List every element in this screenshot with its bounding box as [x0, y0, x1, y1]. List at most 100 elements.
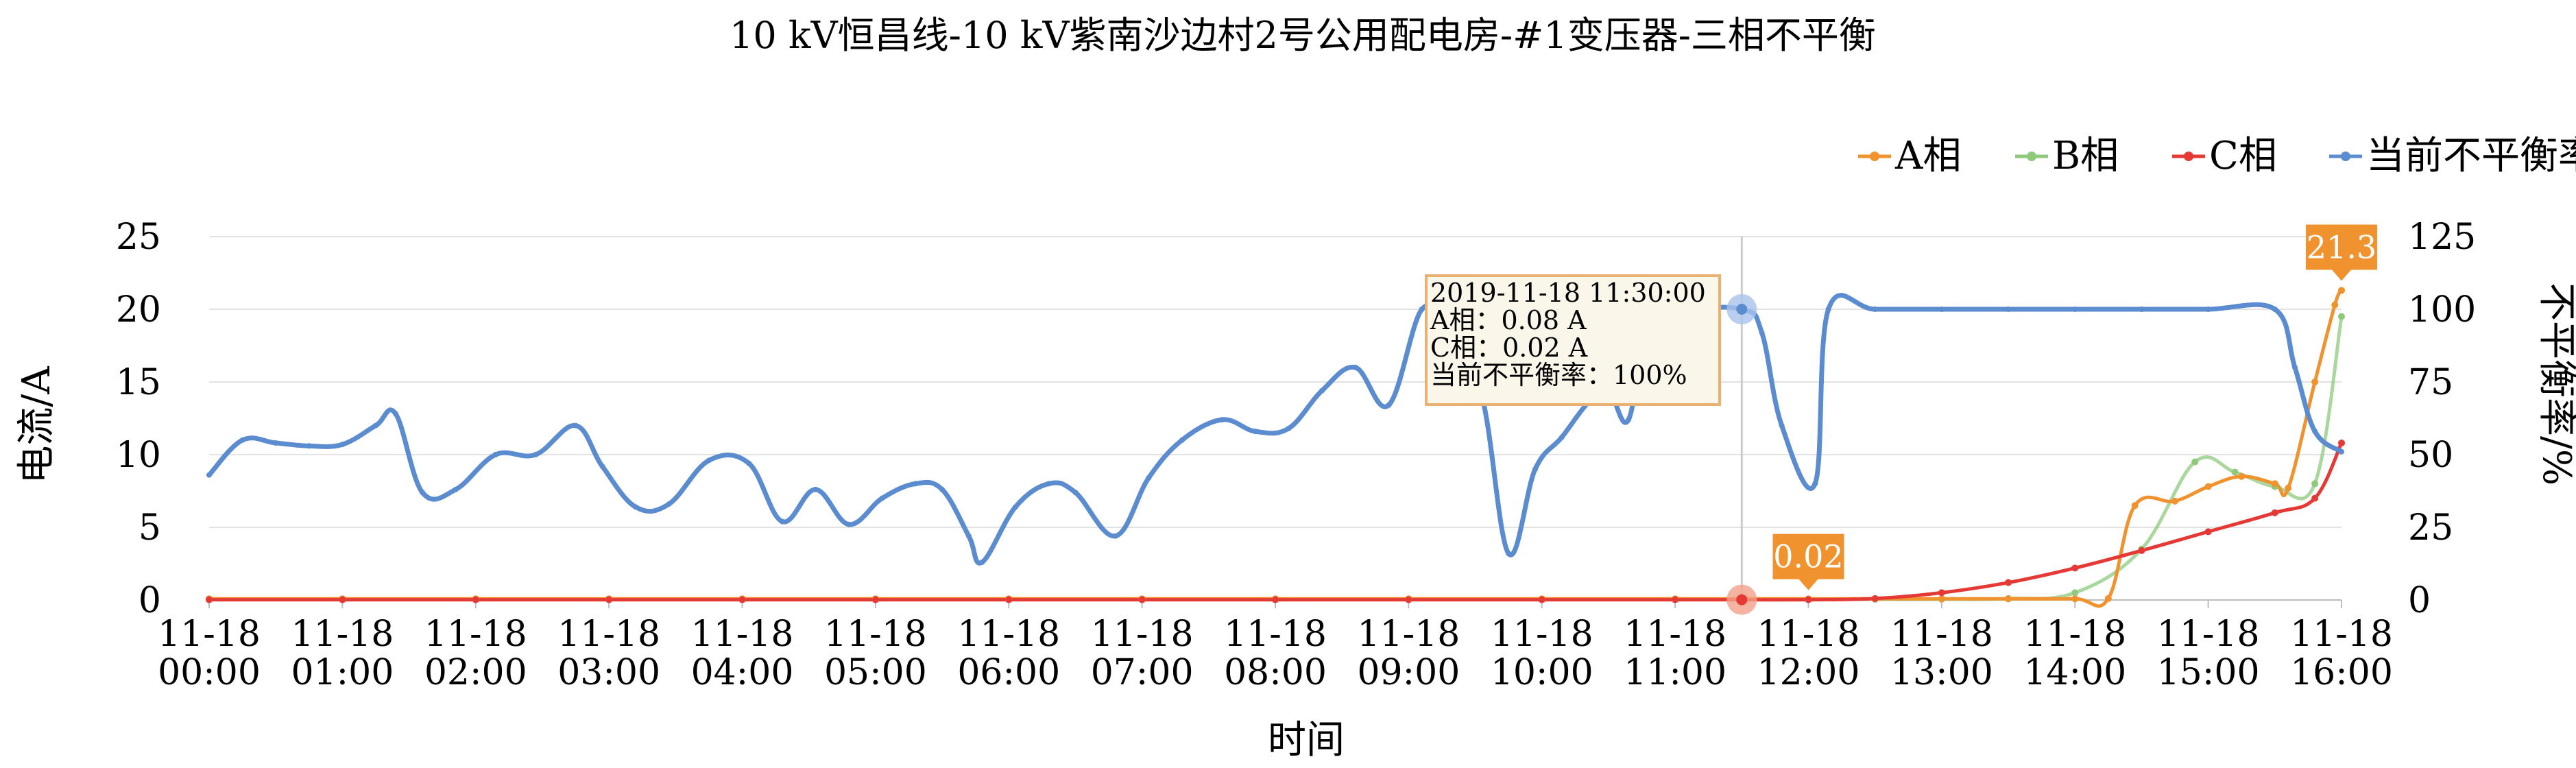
- series-point: [1252, 429, 1258, 435]
- x-tick-label: 02:00: [424, 652, 527, 693]
- series-point: [2338, 440, 2345, 447]
- series-point: [1419, 307, 1425, 312]
- series-point: [420, 490, 425, 496]
- legend-item[interactable]: A相: [1858, 134, 1961, 178]
- x-tick-label: 04:00: [691, 652, 794, 693]
- series-point: [2271, 480, 2278, 488]
- series-lines: [206, 288, 2344, 608]
- series-point: [2311, 379, 2319, 385]
- series-point: [2291, 364, 2298, 370]
- x-tick-label: 11-18: [557, 614, 660, 655]
- series-point: [2312, 429, 2318, 435]
- legend-label: C相: [2209, 134, 2277, 178]
- tooltip-line: C相：0.02 A: [1430, 333, 1588, 363]
- y-right-tick-label: 50: [2408, 435, 2453, 476]
- series-point: [2131, 502, 2139, 509]
- series-point: [533, 452, 539, 457]
- legend-swatch-dot: [2341, 152, 2350, 161]
- series-point: [1825, 307, 1831, 312]
- series-point: [239, 437, 245, 443]
- series-point: [2338, 287, 2345, 294]
- legend-label: 当前不平衡率: [2366, 134, 2576, 178]
- series-point: [1871, 595, 1879, 602]
- series-point: [2191, 458, 2199, 466]
- series-point: [2006, 307, 2012, 312]
- series-point: [1538, 596, 1545, 603]
- series-point: [1405, 596, 1412, 603]
- y-left-tick-label: 0: [139, 580, 161, 621]
- y-right-tick-label: 100: [2408, 289, 2476, 331]
- series-point: [1012, 504, 1018, 510]
- x-tick-label: 11-18: [1624, 614, 1726, 655]
- x-tick-label: 11-18: [1224, 614, 1327, 655]
- tooltip-line: 2019-11-18 11:30:00: [1430, 278, 1706, 308]
- series-point: [879, 495, 885, 501]
- legend-swatch-dot: [2184, 152, 2193, 161]
- series-point: [2331, 301, 2339, 309]
- x-tick-label: 11-18: [957, 614, 1060, 655]
- data-label: 21.3: [2307, 228, 2376, 265]
- legend-label: A相: [1894, 134, 1961, 178]
- series-point: [2311, 480, 2319, 488]
- series-point: [206, 472, 212, 478]
- series-point: [939, 486, 946, 492]
- y-left-tick-label: 15: [116, 362, 161, 403]
- legend[interactable]: A相 B相 C相 当前不平衡率: [1858, 134, 2576, 178]
- x-tick-label: 11-18: [2290, 614, 2393, 655]
- x-tick-label: 05:00: [824, 652, 927, 693]
- series-point: [2285, 484, 2292, 492]
- series-point: [812, 486, 819, 492]
- legend-item[interactable]: B相: [2015, 134, 2119, 178]
- legend-item[interactable]: 当前不平衡率: [2329, 134, 2576, 178]
- series-point: [2271, 509, 2278, 516]
- x-tick-label: 16:00: [2290, 652, 2393, 693]
- y-left-tick-label: 20: [116, 289, 161, 331]
- y-left-tick-label: 10: [116, 435, 161, 476]
- y-right-tick-label: 0: [2408, 580, 2431, 621]
- series-point: [1272, 596, 1279, 603]
- y-left-tick-label: 5: [139, 507, 161, 549]
- series-point: [2138, 547, 2145, 554]
- data-label: 0.02: [1773, 538, 1843, 575]
- grid: [209, 236, 2342, 601]
- x-tick-label: 15:00: [2157, 652, 2260, 693]
- series-point: [1938, 589, 1945, 597]
- highlight-point: [1736, 594, 1748, 605]
- series-point: [492, 452, 498, 457]
- tooltip-box: [1425, 274, 1721, 406]
- series-point: [965, 533, 972, 539]
- series-point: [846, 521, 852, 527]
- series-point: [393, 411, 399, 417]
- x-tick-label: 07:00: [1091, 652, 1194, 693]
- series-point: [746, 460, 752, 466]
- legend-item[interactable]: C相: [2172, 134, 2277, 178]
- x-axis-title: 时间: [1268, 718, 1345, 763]
- series-point: [1626, 417, 1632, 423]
- x-tick-label: 13:00: [1890, 652, 1993, 693]
- series-point: [2071, 595, 2079, 603]
- x-tick-label: 06:00: [957, 652, 1060, 693]
- series-point: [1146, 475, 1152, 481]
- x-tick-label: 11-18: [1091, 614, 1194, 655]
- series-point: [1812, 481, 1818, 487]
- series-point: [979, 559, 985, 565]
- x-tick-label: 11-18: [824, 614, 927, 655]
- series-point: [2231, 468, 2239, 476]
- series-point: [339, 442, 346, 448]
- series-point: [1506, 551, 1512, 557]
- x-tick-label: 08:00: [1224, 652, 1327, 693]
- series-point: [206, 596, 213, 603]
- series-point: [1046, 481, 1052, 487]
- series-point: [2104, 595, 2112, 602]
- y-right-tick-label: 25: [2408, 507, 2453, 549]
- series-point: [273, 440, 279, 446]
- x-tick-label: 10:00: [1491, 652, 1593, 693]
- x-tick-label: 11-18: [691, 614, 794, 655]
- x-tick-label: 11-18: [291, 614, 394, 655]
- series-point: [372, 422, 378, 429]
- series-markers: [206, 287, 2345, 603]
- series-point: [1138, 596, 1146, 603]
- legend-label: B相: [2052, 134, 2119, 178]
